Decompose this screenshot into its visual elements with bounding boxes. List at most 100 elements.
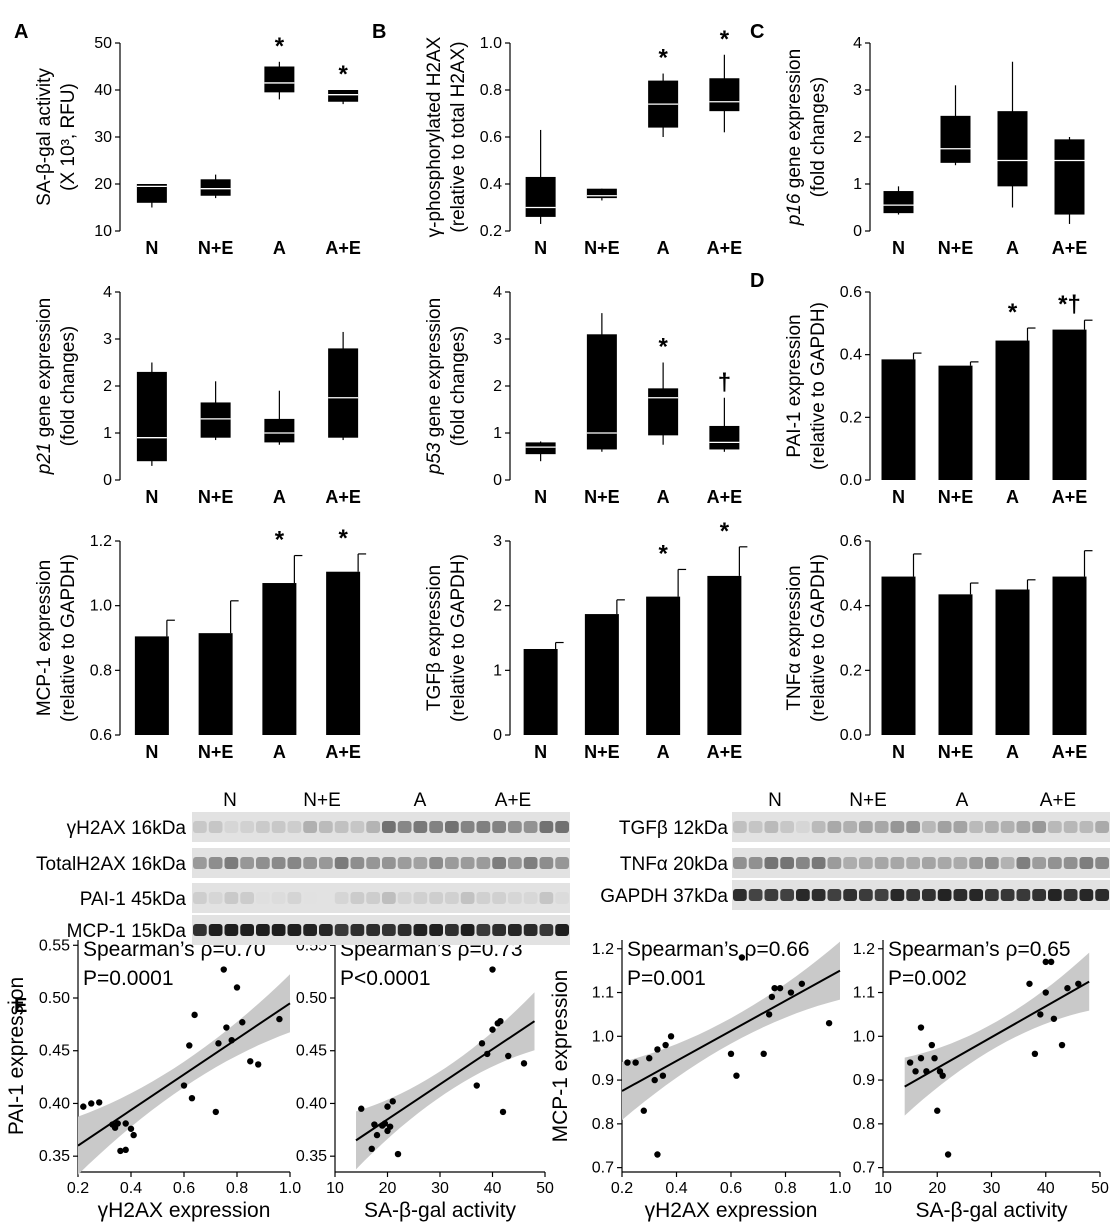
data-point xyxy=(640,1107,647,1114)
data-point xyxy=(787,989,795,996)
data-point xyxy=(186,1042,193,1049)
y-tick-label: 50 xyxy=(94,35,112,52)
band xyxy=(413,821,428,833)
band xyxy=(334,857,349,869)
x-category-label: A xyxy=(1006,238,1019,258)
y-tick-label: 1.0 xyxy=(90,598,112,615)
box xyxy=(997,111,1028,187)
box xyxy=(940,115,971,163)
chart-tnfa: 0.0 0.2 0.4 0.6 TNFα expression (relative to … xyxy=(784,533,1093,762)
band xyxy=(413,924,428,936)
panel-label: E xyxy=(14,995,27,1017)
x-category-label: N+E xyxy=(584,487,620,507)
band xyxy=(748,857,763,869)
lane-label: A+E xyxy=(495,790,531,811)
band-label: TNFα 20kDa xyxy=(620,854,729,875)
data-point xyxy=(247,1058,254,1065)
significance-mark: * xyxy=(720,26,730,53)
x-axis-label: γH2AX expression xyxy=(645,1199,818,1222)
blot-strip xyxy=(192,883,570,913)
band xyxy=(937,821,952,833)
x-tick-label: 0.2 xyxy=(611,1180,633,1197)
x-tick-label: 40 xyxy=(484,1180,502,1197)
x-tick-label: 50 xyxy=(1091,1180,1109,1197)
band xyxy=(953,889,968,901)
y-axis-label: γ-phosphorylated H2AX xyxy=(424,36,445,237)
x-category-label: A+E xyxy=(325,238,361,258)
bar xyxy=(584,614,619,735)
data-point xyxy=(659,1072,667,1079)
band xyxy=(523,892,538,904)
band xyxy=(334,892,349,904)
spearman-rho: Spearman’s ρ=0.66 xyxy=(627,938,810,961)
data-point xyxy=(1075,980,1082,987)
data-point xyxy=(88,1100,95,1107)
band-label: MCP-1 15kDa xyxy=(67,921,187,942)
band xyxy=(1095,857,1109,869)
band xyxy=(193,857,207,869)
band xyxy=(953,821,968,833)
lane-label: N+E xyxy=(303,790,341,811)
regression-line xyxy=(621,969,841,1092)
significance-mark: * xyxy=(275,33,285,60)
data-point xyxy=(473,1082,480,1089)
band xyxy=(969,889,983,901)
band xyxy=(874,857,889,869)
band xyxy=(287,892,302,904)
y-tick-label: 0.2 xyxy=(840,409,862,426)
y-tick-label: 0.8 xyxy=(853,1116,875,1133)
band xyxy=(334,821,349,833)
band xyxy=(303,857,317,869)
box xyxy=(200,179,231,196)
data-point xyxy=(1042,958,1049,966)
band xyxy=(350,892,365,904)
data-point xyxy=(130,1131,137,1139)
y-axis-label: p53 gene expression xyxy=(424,298,445,475)
band xyxy=(382,924,396,936)
blot-strip xyxy=(192,812,570,842)
y-tick-label: 0.8 xyxy=(592,1116,614,1133)
chart-sc1: E0.350.400.450.500.550.2 0.4 0.6 0.8 1.0Spea… xyxy=(5,937,301,1222)
significance-mark: * xyxy=(338,525,348,552)
box xyxy=(586,334,617,450)
band xyxy=(460,924,475,936)
y-tick-label: 0.40 xyxy=(39,1095,70,1112)
band xyxy=(969,821,983,833)
band xyxy=(208,857,223,869)
band xyxy=(922,857,936,869)
chart-sc3: 0.7 0.8 0.9 1.0 1.1 1.2 0.2 0.4 0.6 0.8 1.0 Spearma… xyxy=(549,938,851,1222)
band xyxy=(476,892,491,904)
data-point xyxy=(906,1059,914,1066)
y-tick-label: 0.45 xyxy=(296,1043,327,1060)
band xyxy=(1079,857,1094,869)
y-axis-label: MCP-1 expression xyxy=(549,970,572,1143)
data-point xyxy=(931,1054,938,1062)
y-tick-label: 1.0 xyxy=(592,1028,614,1045)
data-point xyxy=(654,1046,661,1053)
data-point xyxy=(114,1120,121,1127)
band xyxy=(397,857,412,869)
data-point xyxy=(1050,1015,1058,1022)
band xyxy=(240,857,254,869)
band xyxy=(224,857,239,869)
significance-mark: * xyxy=(658,45,668,72)
p-value: P=0.002 xyxy=(888,967,967,990)
chart-p53: 0 1 2 3 4 p53 gene expression (fold changes) N N… xyxy=(424,284,742,507)
band xyxy=(382,821,396,833)
band-label: GAPDH 37kDa xyxy=(600,886,728,907)
box xyxy=(264,418,295,443)
x-category-label: N+E xyxy=(198,238,234,258)
band xyxy=(859,857,873,869)
data-point xyxy=(499,1108,507,1116)
bar xyxy=(707,575,742,735)
band xyxy=(508,857,522,869)
y-tick-label: 0.4 xyxy=(480,176,502,193)
box xyxy=(328,348,359,438)
band xyxy=(319,857,333,869)
y-tick-label: 2 xyxy=(853,129,862,146)
data-point xyxy=(654,1151,661,1158)
x-category-label: A xyxy=(657,487,670,507)
band xyxy=(539,892,554,904)
significance-mark: * xyxy=(1008,299,1018,326)
data-point xyxy=(651,1076,658,1084)
